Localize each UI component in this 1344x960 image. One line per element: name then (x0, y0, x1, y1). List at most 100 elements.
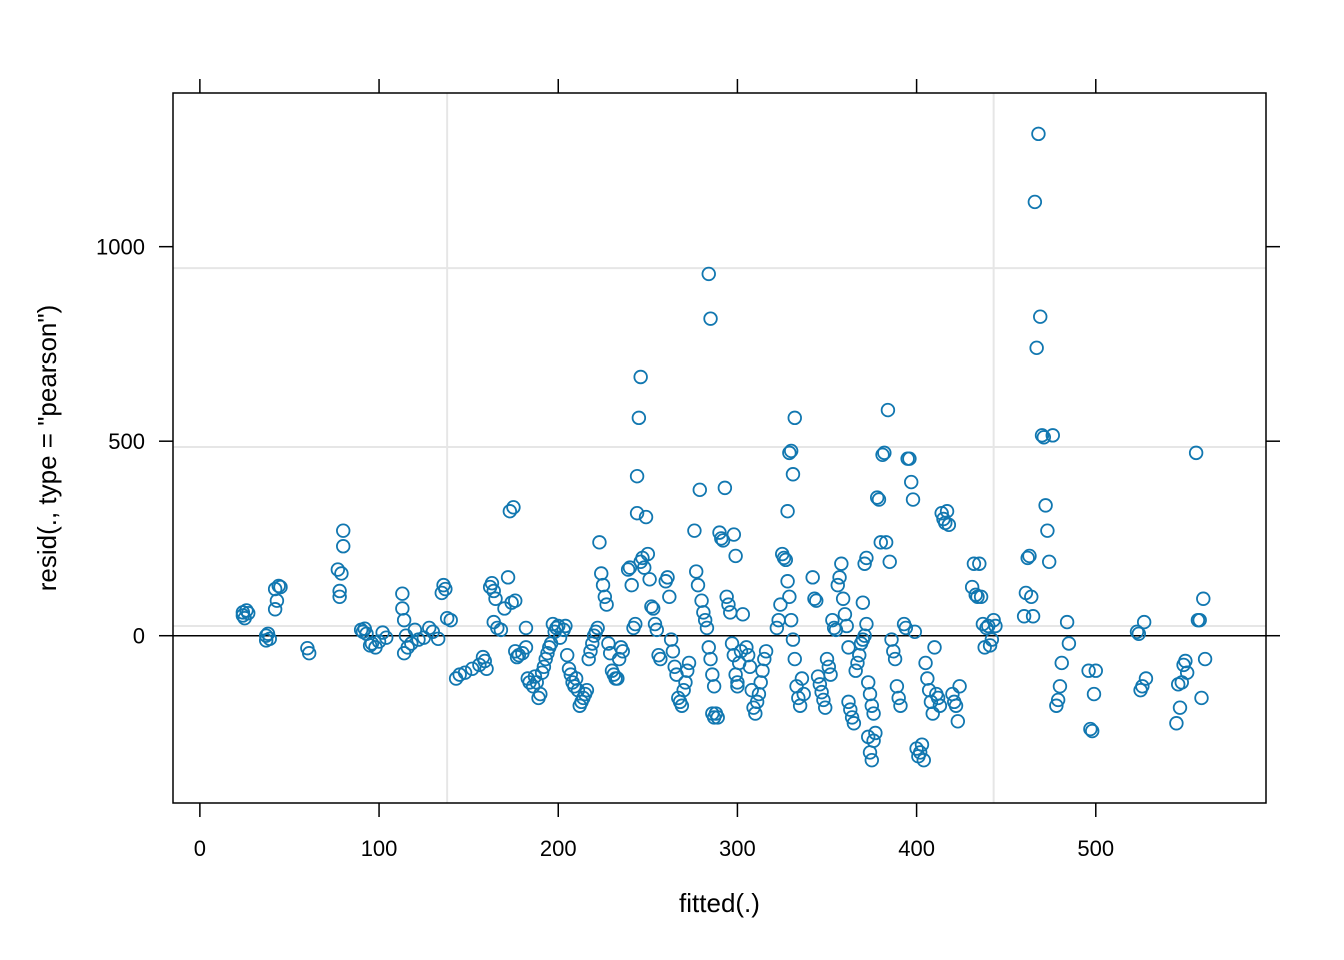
data-point (875, 447, 890, 463)
data-point (825, 612, 840, 628)
data-point (1084, 723, 1100, 739)
data-point (948, 698, 964, 713)
data-point (558, 618, 573, 634)
data-point (893, 698, 908, 713)
data-point (1034, 428, 1050, 443)
data-point (868, 725, 883, 741)
data-point (330, 562, 346, 577)
data-point (540, 646, 555, 661)
data-point (871, 492, 887, 507)
data-point (638, 509, 654, 525)
data-point (850, 655, 865, 671)
data-point (1024, 589, 1039, 605)
data-point (395, 601, 410, 616)
data-point (681, 655, 697, 671)
data-point (506, 500, 521, 515)
data-point (1131, 626, 1146, 641)
data-point (744, 682, 759, 698)
data-point (862, 686, 878, 702)
data-point (1136, 614, 1152, 630)
data-point (835, 591, 851, 606)
data-point (581, 651, 596, 667)
data-point (1041, 554, 1057, 569)
data-point (477, 653, 492, 669)
data-point (644, 599, 659, 614)
data-point (336, 539, 351, 554)
data-point (950, 714, 966, 729)
data-point (1020, 550, 1035, 566)
data-point (628, 616, 643, 632)
data-point (1061, 636, 1077, 651)
data-point (1045, 428, 1060, 443)
data-point (787, 410, 802, 426)
data-point (434, 585, 449, 601)
data-point (821, 659, 837, 675)
data-point (678, 675, 693, 690)
data-point (925, 706, 940, 721)
data-point (534, 665, 550, 680)
data-point (1022, 548, 1037, 564)
data-point (518, 620, 534, 636)
data-point (1088, 663, 1103, 678)
data-point (742, 659, 758, 675)
data-point (730, 675, 745, 690)
data-point (269, 593, 285, 608)
data-point (653, 651, 668, 667)
data-point (866, 706, 881, 721)
data-point (438, 581, 453, 597)
data-point (267, 602, 283, 617)
data-point (631, 410, 647, 426)
data-point (699, 620, 715, 636)
data-point (334, 566, 349, 581)
data-point (680, 663, 695, 678)
data-point (1083, 721, 1098, 737)
data-point (1036, 430, 1052, 445)
data-point (857, 556, 872, 571)
data-point (904, 474, 919, 490)
data-point (567, 679, 582, 694)
data-point (674, 698, 690, 713)
data-point (622, 560, 638, 575)
data-point (332, 589, 347, 605)
data-point (787, 651, 802, 667)
data-point (846, 716, 862, 731)
data-point (696, 605, 711, 620)
data-point (773, 597, 788, 612)
data-point (843, 702, 858, 717)
data-point (1192, 612, 1207, 628)
y-tick-label: 500 (108, 429, 145, 454)
data-point (1138, 671, 1154, 686)
data-point (1052, 679, 1068, 694)
data-point (1054, 655, 1069, 671)
data-point (1033, 309, 1048, 324)
data-point (780, 504, 795, 519)
data-point (877, 445, 892, 461)
data-point (982, 638, 998, 653)
data-point (753, 675, 768, 690)
data-point (583, 644, 598, 659)
data-point (1016, 609, 1032, 624)
data-point (902, 451, 917, 466)
data-point (887, 651, 903, 667)
data-point (988, 618, 1003, 634)
data-point (629, 469, 645, 484)
data-point (262, 631, 277, 647)
y-tick-label: 1000 (96, 235, 145, 260)
data-point (241, 605, 256, 621)
data-point (972, 556, 987, 571)
data-point (859, 616, 874, 632)
data-point (592, 535, 607, 550)
data-point (783, 612, 799, 628)
data-point (396, 612, 412, 628)
data-point (723, 605, 738, 620)
data-point (986, 612, 1001, 628)
data-point (726, 527, 742, 542)
data-point (749, 694, 765, 710)
data-point (705, 667, 720, 682)
data-point (637, 560, 652, 575)
data-point (676, 682, 691, 698)
data-point (852, 647, 867, 663)
data-point (794, 671, 810, 686)
data-point (814, 684, 829, 700)
